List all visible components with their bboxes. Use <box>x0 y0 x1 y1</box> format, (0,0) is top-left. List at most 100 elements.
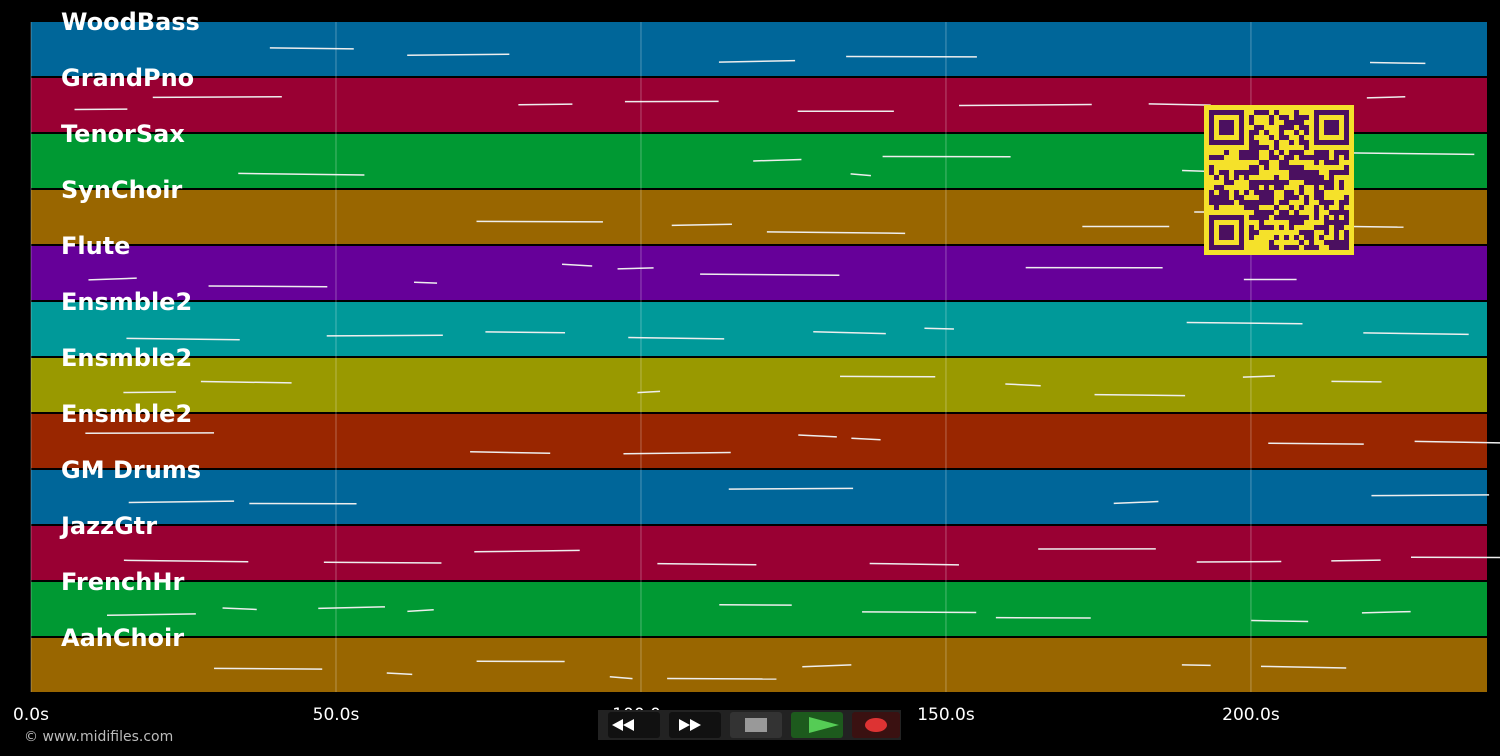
qr-module <box>1209 170 1214 175</box>
note-trace <box>107 613 196 617</box>
qr-module <box>1304 140 1309 145</box>
qr-module <box>1244 200 1249 205</box>
qr-module <box>1344 150 1349 155</box>
qr-module <box>1339 180 1344 185</box>
note-trace <box>1331 380 1382 383</box>
qr-module <box>1294 175 1299 180</box>
qr-module <box>1334 160 1339 165</box>
note-trace <box>208 285 328 288</box>
qr-module <box>1219 190 1224 195</box>
rewind-button[interactable] <box>608 712 660 738</box>
note-trace <box>1347 152 1475 156</box>
qr-module <box>1244 175 1249 180</box>
qr-module <box>1274 235 1279 240</box>
qr-module <box>1289 155 1294 160</box>
qr-module <box>1299 135 1304 140</box>
qr-module <box>1264 130 1269 135</box>
qr-module <box>1344 195 1349 200</box>
qr-module <box>1254 210 1259 215</box>
qr-module <box>1319 190 1324 195</box>
qr-module <box>1334 210 1339 215</box>
qr-module <box>1314 150 1319 155</box>
track-band <box>31 358 1487 412</box>
note-trace <box>407 609 434 613</box>
record-button[interactable] <box>852 712 900 738</box>
qr-module <box>1224 175 1229 180</box>
note-trace <box>869 562 959 566</box>
qr-module <box>1304 125 1309 130</box>
qr-module <box>1289 170 1294 175</box>
qr-module <box>1224 150 1229 155</box>
qr-module <box>1294 220 1299 225</box>
qr-module <box>1319 180 1324 185</box>
qr-module <box>1304 235 1309 240</box>
qr-module <box>1219 155 1224 160</box>
qr-module <box>1279 130 1284 135</box>
qr-module <box>1339 240 1344 245</box>
qr-module <box>1264 210 1269 215</box>
qr-module <box>1299 170 1304 175</box>
qr-module <box>1249 155 1254 160</box>
qr-module <box>1309 245 1314 250</box>
qr-module <box>1294 195 1299 200</box>
play-button[interactable] <box>791 712 843 738</box>
qr-module <box>1234 170 1239 175</box>
qr-module <box>1344 210 1349 215</box>
qr-module <box>1344 240 1349 245</box>
forward-button[interactable] <box>669 712 721 738</box>
track-name: GM Drums <box>61 456 201 484</box>
qr-module <box>1334 240 1339 245</box>
note-trace <box>813 330 886 335</box>
playback-controls <box>598 710 901 740</box>
qr-module <box>1254 230 1259 235</box>
qr-module <box>1274 145 1279 150</box>
qr-module <box>1229 200 1234 205</box>
stop-button[interactable] <box>730 712 782 738</box>
copyright: © www.midifiles.com <box>24 729 173 745</box>
qr-module <box>1264 110 1269 115</box>
qr-module <box>1279 125 1284 130</box>
qr-module <box>1259 220 1264 225</box>
qr-module <box>1309 175 1314 180</box>
qr-module <box>1339 210 1344 215</box>
qr-module <box>1284 245 1289 250</box>
qr-module <box>1324 180 1329 185</box>
qr-module <box>1214 155 1219 160</box>
qr-module <box>1344 215 1349 220</box>
qr-module <box>1269 225 1274 230</box>
qr-module <box>1254 215 1259 220</box>
qr-module <box>1289 120 1294 125</box>
qr-module <box>1304 175 1309 180</box>
qr-module <box>1284 180 1289 185</box>
qr-module <box>1294 110 1299 115</box>
qr-module <box>1309 230 1314 235</box>
qr-module <box>1294 120 1299 125</box>
qr-module <box>1304 195 1309 200</box>
qr-module <box>1224 195 1229 200</box>
qr-module <box>1299 185 1304 190</box>
note-trace <box>561 263 593 267</box>
qr-module <box>1314 215 1319 220</box>
x-tick-label: 200.0s <box>1222 705 1280 725</box>
qr-module <box>1259 110 1264 115</box>
qr-module <box>1239 170 1244 175</box>
qr-module <box>1264 195 1269 200</box>
qr-module <box>1214 195 1219 200</box>
qr-module <box>1254 185 1259 190</box>
note-trace <box>1361 610 1411 614</box>
qr-module <box>1269 200 1274 205</box>
qr-module <box>1274 180 1279 185</box>
qr-module <box>1299 140 1304 145</box>
qr-module <box>1329 175 1334 180</box>
qr-module <box>1289 190 1294 195</box>
qr-module <box>1254 180 1259 185</box>
qr-module <box>1314 155 1319 160</box>
qr-module <box>1289 195 1294 200</box>
qr-module <box>1209 190 1214 195</box>
qr-module <box>1324 150 1329 155</box>
note-trace <box>1005 383 1041 387</box>
qr-module <box>1249 205 1254 210</box>
qr-module <box>1244 155 1249 160</box>
note-trace <box>1186 321 1303 325</box>
